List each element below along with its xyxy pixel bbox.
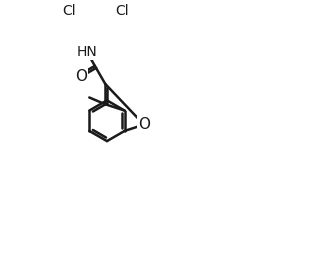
Text: O: O	[75, 69, 87, 84]
Text: O: O	[138, 117, 150, 132]
Text: Cl: Cl	[115, 4, 129, 18]
Text: HN: HN	[77, 45, 97, 59]
Text: Cl: Cl	[62, 4, 76, 18]
